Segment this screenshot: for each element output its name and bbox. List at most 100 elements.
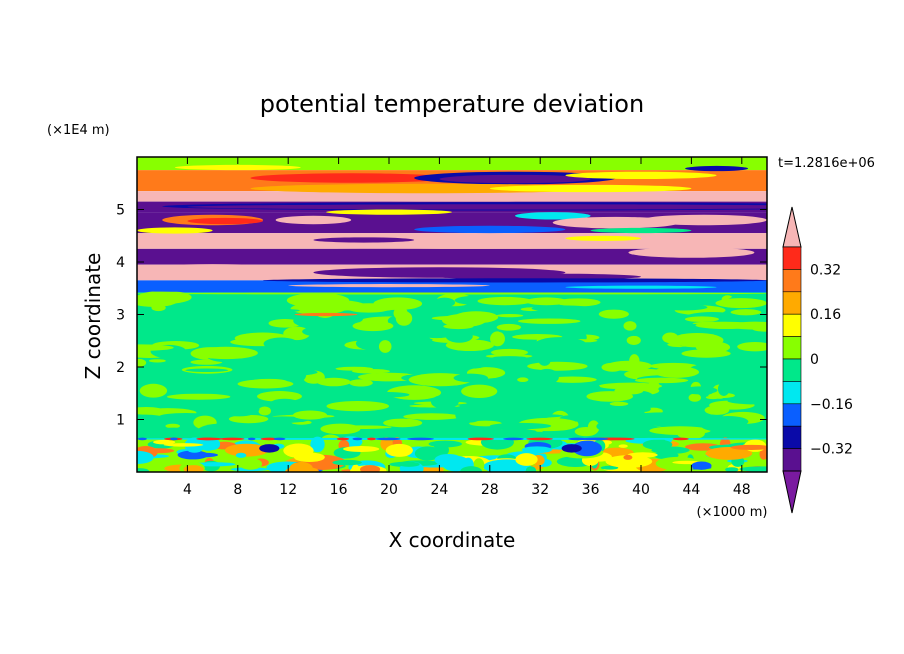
contour-patch: [395, 408, 430, 414]
contour-patch: [266, 371, 288, 380]
contour-patch: [194, 346, 258, 360]
contour-patch: [326, 400, 389, 412]
contour-patch: [739, 466, 767, 472]
contour-patch: [455, 408, 484, 423]
contour-patch: [598, 309, 629, 319]
contour-patch: [294, 312, 358, 317]
contour-patch: [137, 468, 150, 472]
contour-patch: [647, 380, 660, 391]
contour-patch: [491, 356, 528, 361]
contour-patch: [547, 305, 572, 316]
contour-patch: [752, 326, 767, 332]
contour-patch: [586, 391, 634, 402]
contour-patch: [605, 455, 653, 468]
contour-patch: [260, 437, 279, 441]
colorbar-bin: [782, 336, 802, 360]
contour-patch: [336, 437, 350, 441]
contour-patch: [515, 453, 538, 466]
contour-patch: [363, 214, 515, 228]
contour-patch: [565, 235, 641, 241]
contour-patch: [289, 461, 313, 472]
contour-patch: [543, 342, 580, 356]
contour-patch: [137, 450, 154, 465]
contour-patch: [183, 465, 204, 472]
contour-patch: [250, 378, 288, 385]
contour-patch: [443, 323, 474, 330]
contour-patch: [727, 397, 767, 405]
contour-patch: [688, 393, 702, 402]
contour-patch: [137, 293, 179, 307]
contour-patch: [623, 321, 637, 331]
y-tick-label: 4: [116, 255, 125, 271]
contour-patch: [320, 434, 341, 448]
contour-patch: [737, 341, 767, 352]
contour-patch: [445, 329, 473, 343]
contour-patch: [433, 297, 456, 308]
y-axis-ticks: 1 2 3 4 5: [116, 203, 767, 429]
contour-patch: [489, 422, 552, 430]
contour-patch: [385, 443, 413, 457]
contour-patch: [706, 358, 748, 363]
contour-patch: [572, 440, 602, 457]
y-unit-label: (×1E4 m): [47, 123, 110, 138]
y-tick-label: 2: [116, 360, 125, 376]
contour-patch: [343, 446, 380, 452]
contour-patch: [515, 212, 591, 220]
contour-patch: [534, 368, 559, 385]
x-tick-label: 24: [430, 482, 448, 498]
contour-patch: [717, 382, 730, 396]
contour-patch: [460, 466, 483, 472]
contour-patch: [517, 377, 529, 382]
contour-patch: [439, 174, 591, 184]
contour-patch: [137, 289, 767, 293]
contour-patch: [626, 335, 641, 345]
colorbar-bin: [782, 313, 802, 337]
contour-patch: [725, 467, 739, 472]
contour-patch: [218, 401, 260, 417]
contour-patch: [313, 237, 415, 243]
contour-patch: [165, 423, 180, 429]
contour-patch: [302, 326, 337, 337]
contour-patch: [137, 344, 174, 351]
contour-patch: [197, 437, 223, 441]
contour-patch: [224, 443, 269, 457]
time-label: t=1.2816e+06: [778, 156, 875, 171]
contour-patch: [258, 406, 271, 416]
colorbar-bin: [782, 246, 802, 270]
contour-patch: [263, 337, 299, 351]
contour-patch: [198, 320, 262, 335]
contour-patch: [574, 427, 598, 437]
contour-patch: [547, 376, 597, 383]
contour-patch: [489, 184, 692, 193]
contour-patch: [259, 444, 280, 453]
contour-patch: [349, 306, 388, 313]
contour-patch: [430, 394, 459, 409]
contour-patch: [166, 393, 231, 400]
contour-patch: [190, 359, 223, 365]
contour-patch: [699, 417, 741, 432]
contour-patch: [580, 437, 609, 441]
contour-patch: [153, 439, 176, 445]
contour-patch: [692, 321, 738, 325]
x-tick-label: 12: [279, 482, 297, 498]
contour-patch: [704, 405, 730, 415]
contour-patch: [148, 359, 166, 363]
contour-patch: [238, 457, 263, 470]
colorbar-label: −0.16: [810, 397, 853, 413]
x-tick-label: 16: [330, 482, 348, 498]
contour-patch: [395, 310, 413, 326]
contour-patch: [601, 362, 624, 372]
x-tick-label: 36: [582, 482, 600, 498]
contour-patch: [660, 304, 708, 311]
contour-patch: [174, 164, 301, 171]
contour-patch: [506, 413, 564, 418]
contour-patch: [326, 209, 452, 215]
contour-patch: [238, 359, 300, 364]
contour-patch: [137, 194, 767, 202]
x-tick-label: 48: [733, 482, 751, 498]
contour-patch: [654, 366, 700, 378]
contour-patch: [137, 367, 157, 372]
contour-patch: [146, 427, 201, 433]
y-tick-label: 5: [116, 203, 125, 219]
contour-patch: [568, 437, 588, 441]
